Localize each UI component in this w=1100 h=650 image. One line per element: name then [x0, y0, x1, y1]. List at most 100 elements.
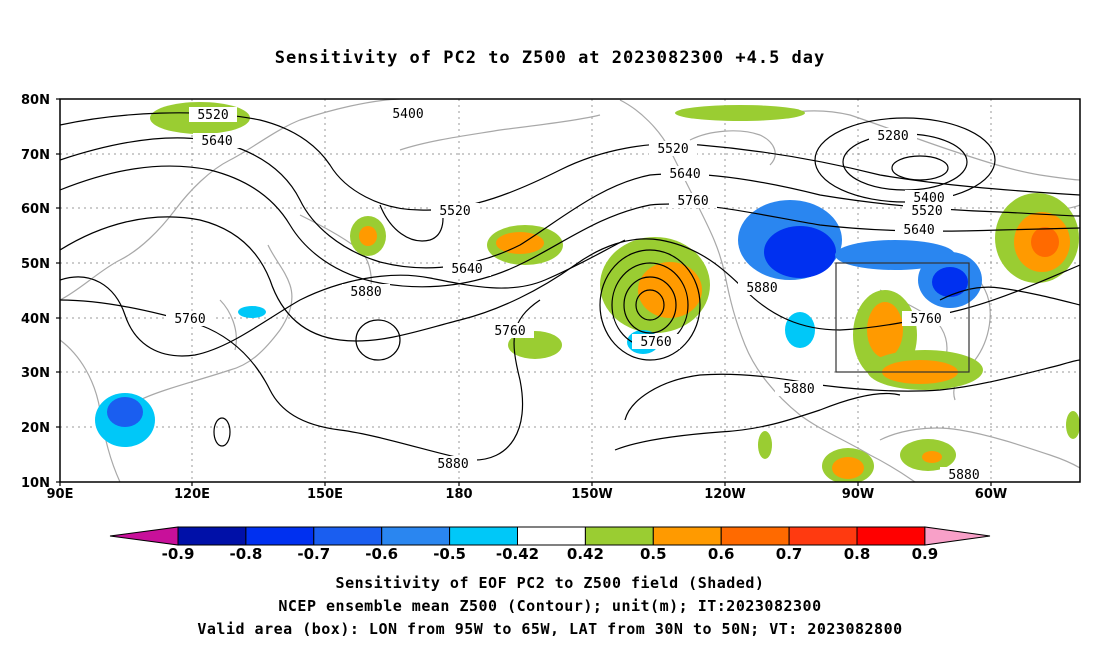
colorbar-label: -0.5	[433, 545, 466, 563]
contour-label: 5760	[902, 311, 950, 327]
colorbar-label: -0.7	[297, 545, 330, 563]
colorbar-swatch	[449, 526, 519, 546]
map-title: Sensitivity of PC2 to Z500 at 2023082300…	[274, 48, 826, 68]
contour-label: 5280	[869, 128, 917, 144]
shaded-sensitivity	[95, 102, 1080, 482]
lat-tick-label: 20N	[21, 421, 50, 436]
contour-label: 5520	[189, 107, 237, 123]
shade-patch	[785, 312, 815, 348]
contour-label: 5760	[632, 334, 680, 350]
svg-text:5760: 5760	[174, 312, 205, 327]
shade-patch	[832, 457, 864, 479]
shade-patch	[758, 431, 772, 459]
shade-patch	[675, 105, 805, 121]
lon-tick-label: 90W	[842, 487, 874, 502]
svg-text:5880: 5880	[746, 281, 777, 296]
colorbar-label: 0.5	[640, 545, 667, 563]
lon-tick-label: 150E	[307, 487, 343, 502]
colorbar-label: 0.8	[844, 545, 871, 563]
svg-text:5880: 5880	[783, 382, 814, 397]
svg-text:5760: 5760	[640, 335, 671, 350]
lon-tick-label: 180	[445, 487, 472, 502]
contour-label: 5640	[895, 222, 943, 238]
svg-text:5760: 5760	[910, 312, 941, 327]
shade-patch	[922, 451, 942, 463]
lat-tick-label: 60N	[21, 202, 50, 217]
svg-text:5640: 5640	[669, 167, 700, 182]
lon-tick-label: 150W	[571, 487, 612, 502]
colorbar-label: -0.9	[162, 545, 195, 563]
shade-patch	[764, 226, 836, 278]
svg-text:5520: 5520	[657, 142, 688, 157]
contour-label: 5400	[905, 190, 953, 206]
contour-label: 5880	[738, 280, 786, 296]
colorbar-swatch	[652, 526, 722, 546]
colorbar: -0.9 -0.8 -0.7 -0.6 -0.5 -0.42 0.42 0.5 0.6 0.7 0.…	[109, 526, 991, 563]
axis-tick-marks	[56, 98, 992, 486]
colorbar-swatch	[788, 526, 858, 546]
svg-text:5880: 5880	[948, 468, 979, 483]
shade-patch	[638, 262, 702, 318]
contour-label: 5880	[775, 381, 823, 397]
svg-text:5760: 5760	[677, 194, 708, 209]
contour-label: 5640	[443, 261, 491, 277]
colorbar-swatch	[245, 526, 315, 546]
colorbar-swatch	[313, 526, 383, 546]
lat-tick-label: 50N	[21, 257, 50, 272]
caption-line-1: Sensitivity of EOF PC2 to Z500 field (Sh…	[335, 574, 765, 592]
contour-label: 5880	[940, 467, 988, 483]
contour-label: 5760	[486, 323, 534, 339]
contour-label: 5640	[661, 166, 709, 182]
svg-text:5520: 5520	[911, 204, 942, 219]
svg-text:5280: 5280	[877, 129, 908, 144]
valid-area-box	[835, 262, 970, 373]
contour-label: 5760	[166, 311, 214, 327]
svg-text:5520: 5520	[439, 204, 470, 219]
lat-tick-label: 70N	[21, 148, 50, 163]
lon-tick-label: 120W	[704, 487, 745, 502]
colorbar-max-arrow	[924, 526, 991, 546]
shade-patch	[359, 226, 377, 246]
colorbar-swatch	[177, 526, 247, 546]
colorbar-swatch	[720, 526, 790, 546]
lat-tick-label: 10N	[21, 476, 50, 491]
contour-label: 5520	[649, 141, 697, 157]
contour-label: 5880	[429, 456, 477, 472]
colorbar-swatch	[381, 526, 451, 546]
colorbar-label: 0.6	[708, 545, 735, 563]
svg-text:5400: 5400	[392, 107, 423, 122]
contour-label: 5880	[342, 284, 390, 300]
longitude-labels: 90E 120E 150E 180 150W 120W 90W 60W	[47, 487, 1008, 502]
shade-patch	[932, 267, 968, 297]
colorbar-label: 0.9	[912, 545, 939, 563]
lat-tick-label: 40N	[21, 312, 50, 327]
contour-label: 5400	[384, 106, 432, 122]
colorbar-swatch	[584, 526, 654, 546]
contour-label: 5520	[431, 203, 479, 219]
colorbar-label: 0.42	[567, 545, 604, 563]
colorbar-min-arrow	[109, 526, 179, 546]
plot-frame	[59, 98, 1081, 483]
svg-text:5640: 5640	[451, 262, 482, 277]
lon-tick-label: 120E	[174, 487, 210, 502]
latitude-labels: 80N 70N 60N 50N 40N 30N 20N 10N	[21, 93, 50, 491]
contour-label: 5640	[193, 133, 241, 149]
colorbar-label: -0.6	[365, 545, 398, 563]
svg-text:5880: 5880	[437, 457, 468, 472]
colorbar-label: -0.8	[229, 545, 262, 563]
lon-tick-label: 60W	[975, 487, 1007, 502]
caption-line-3: Valid area (box): LON from 95W to 65W, L…	[197, 620, 903, 638]
svg-text:5880: 5880	[350, 285, 381, 300]
contour-label: 5520	[903, 203, 951, 219]
svg-text:5520: 5520	[197, 108, 228, 123]
colorbar-label: 0.7	[776, 545, 803, 563]
colorbar-swatch	[517, 526, 586, 546]
caption-line-2: NCEP ensemble mean Z500 (Contour); unit(…	[278, 597, 822, 615]
shade-patch	[496, 232, 544, 254]
shade-patch	[867, 302, 903, 358]
contour-labels: 5400 5520 5640 5520 5640 5760 5520 5640 …	[166, 106, 988, 483]
lon-tick-label: 90E	[47, 487, 74, 502]
svg-text:5400: 5400	[913, 191, 944, 206]
svg-text:5760: 5760	[494, 324, 525, 339]
